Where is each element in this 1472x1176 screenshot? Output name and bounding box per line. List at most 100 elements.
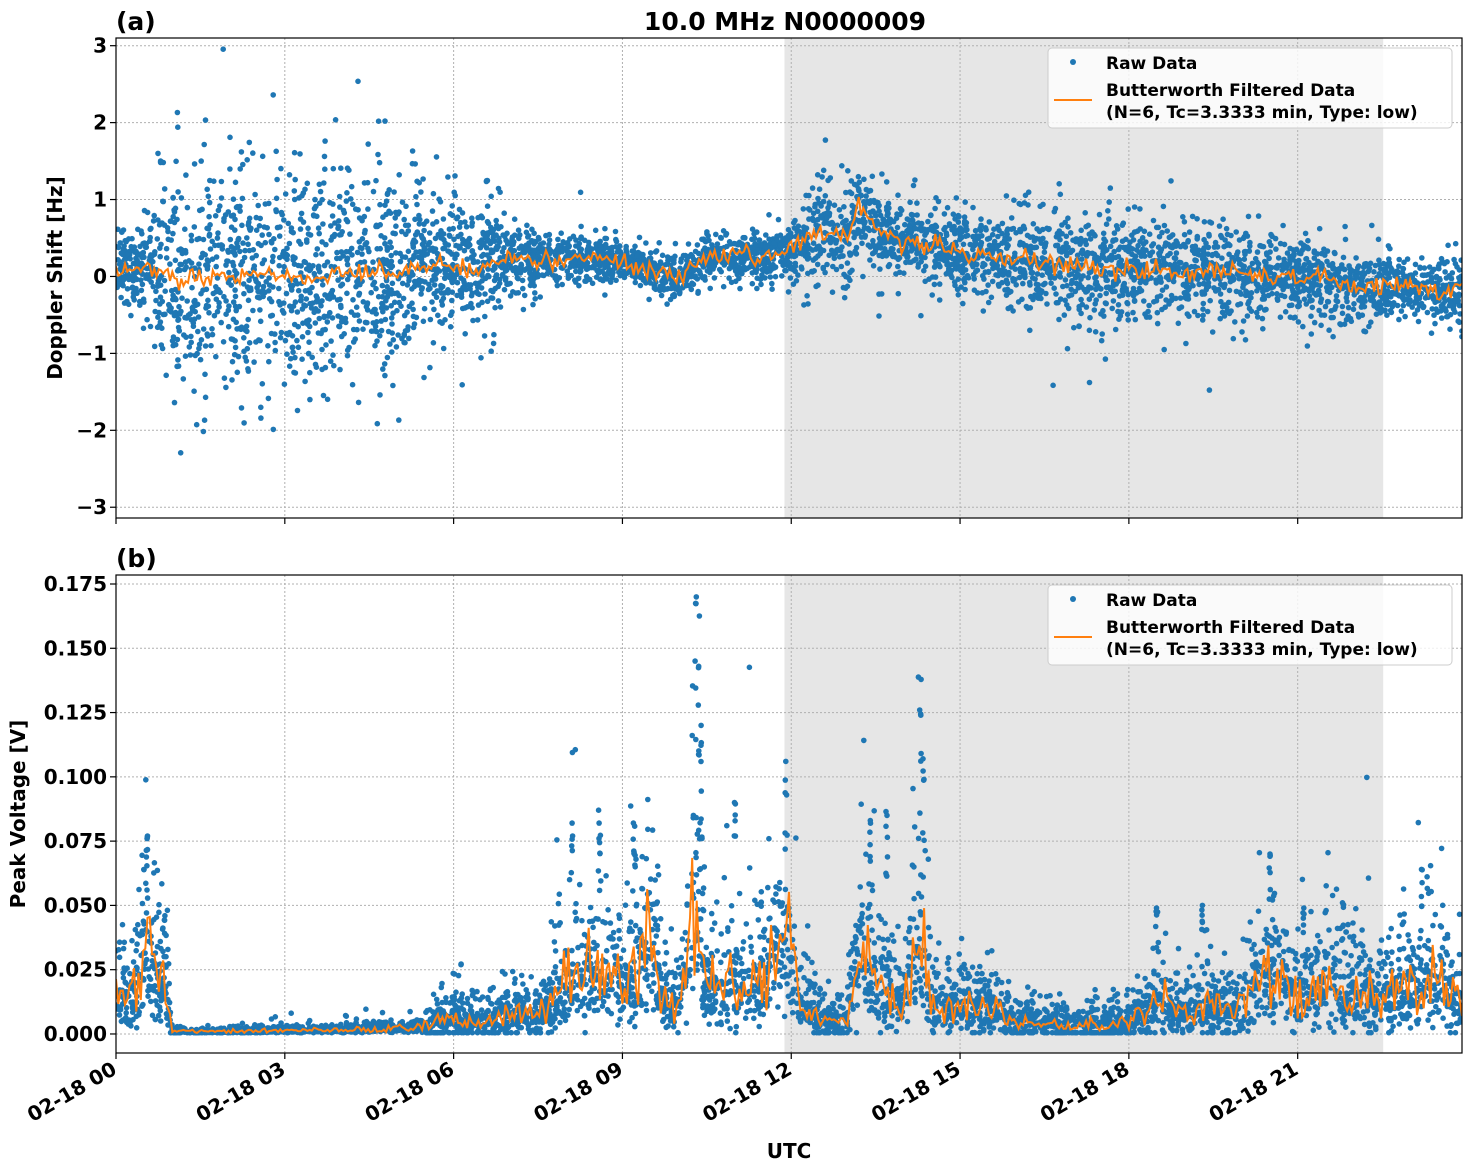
raw-data-point: [1046, 227, 1052, 233]
raw-data-point: [1106, 199, 1112, 205]
raw-data-point: [273, 149, 279, 155]
raw-data-point: [965, 273, 971, 279]
raw-data-point: [403, 223, 409, 229]
raw-data-point: [274, 177, 280, 183]
raw-data-point: [769, 286, 775, 292]
raw-data-point: [1235, 249, 1241, 255]
raw-data-point: [389, 315, 395, 321]
raw-data-point: [173, 258, 179, 264]
raw-data-point: [1175, 265, 1181, 271]
raw-data-point: [410, 307, 416, 313]
raw-data-point: [759, 272, 765, 278]
raw-data-point: [208, 246, 214, 252]
raw-data-point: [400, 199, 406, 205]
raw-data-point: [876, 313, 882, 319]
raw-data-point: [127, 256, 133, 262]
raw-data-point: [159, 325, 165, 331]
raw-data-point: [277, 255, 283, 261]
raw-data-point: [632, 244, 638, 250]
raw-data-point: [378, 233, 384, 239]
raw-data-point: [1451, 307, 1457, 313]
raw-data-point: [269, 331, 275, 337]
raw-data-point: [226, 270, 232, 276]
raw-data-point: [1309, 331, 1315, 337]
raw-data-point: [286, 221, 292, 227]
raw-data-point: [335, 297, 341, 303]
raw-data-point: [654, 248, 660, 254]
raw-data-point: [483, 276, 489, 282]
raw-data-point: [501, 210, 507, 216]
raw-data-point: [1256, 213, 1262, 219]
raw-data-point: [218, 320, 224, 326]
raw-data-point: [1337, 275, 1343, 281]
raw-data-point: [670, 293, 676, 299]
raw-data-point: [987, 219, 993, 225]
raw-data-point: [294, 338, 300, 344]
raw-data-point: [840, 253, 846, 259]
raw-data-point: [386, 329, 392, 335]
raw-data-point: [226, 209, 232, 215]
raw-data-point: [845, 168, 851, 174]
raw-data-point: [1206, 245, 1212, 251]
raw-data-point: [1332, 250, 1338, 256]
raw-data-point: [447, 233, 453, 239]
raw-data-point: [520, 278, 526, 284]
raw-data-point: [436, 196, 442, 202]
raw-data-point: [274, 196, 280, 202]
raw-data-point: [212, 243, 218, 249]
raw-data-point: [319, 298, 325, 304]
raw-data-point: [349, 246, 355, 252]
raw-data-point: [1162, 223, 1168, 229]
raw-data-point: [579, 247, 585, 253]
raw-data-point: [912, 177, 918, 183]
raw-data-point: [1119, 309, 1125, 315]
raw-data-point: [753, 270, 759, 276]
raw-data-point: [323, 342, 329, 348]
raw-data-point: [414, 179, 420, 185]
raw-data-point: [980, 261, 986, 267]
raw-data-point: [1048, 280, 1054, 286]
raw-data-point: [278, 166, 284, 172]
raw-data-point: [380, 294, 386, 300]
raw-data-point: [373, 178, 379, 184]
raw-data-point: [895, 264, 901, 270]
raw-data-point: [768, 274, 774, 280]
raw-data-point: [155, 314, 161, 320]
raw-data-point: [388, 253, 394, 259]
raw-data-point: [325, 259, 331, 265]
raw-data-point: [986, 300, 992, 306]
raw-data-point: [1260, 316, 1266, 322]
raw-data-point: [838, 214, 844, 220]
raw-data-point: [1161, 347, 1167, 353]
raw-data-point: [879, 171, 885, 177]
raw-data-point: [266, 396, 272, 402]
raw-data-point: [1262, 282, 1268, 288]
raw-data-point: [377, 246, 383, 252]
raw-data-point: [1034, 281, 1040, 287]
raw-data-point: [1429, 306, 1435, 312]
raw-data-point: [1421, 305, 1427, 311]
raw-data-point: [255, 203, 261, 209]
raw-data-point: [565, 249, 571, 255]
raw-data-point: [406, 249, 412, 255]
raw-data-point: [1120, 288, 1126, 294]
raw-data-point: [843, 224, 849, 230]
raw-data-point: [825, 178, 831, 184]
raw-data-point: [209, 326, 215, 332]
raw-data-point: [821, 266, 827, 272]
raw-data-point: [1159, 230, 1165, 236]
raw-data-point: [233, 180, 239, 186]
raw-data-point: [929, 292, 935, 298]
raw-data-point: [1187, 229, 1193, 235]
raw-data-point: [1093, 329, 1099, 335]
raw-data-point: [194, 351, 200, 357]
raw-data-point: [1116, 316, 1122, 322]
raw-data-point: [1344, 295, 1350, 301]
raw-data-point: [413, 194, 419, 200]
raw-data-point: [1301, 245, 1307, 251]
raw-data-point: [214, 254, 220, 260]
raw-data-point: [884, 179, 890, 185]
raw-data-point: [1111, 249, 1117, 255]
raw-data-point: [469, 293, 475, 299]
raw-data-point: [532, 296, 538, 302]
